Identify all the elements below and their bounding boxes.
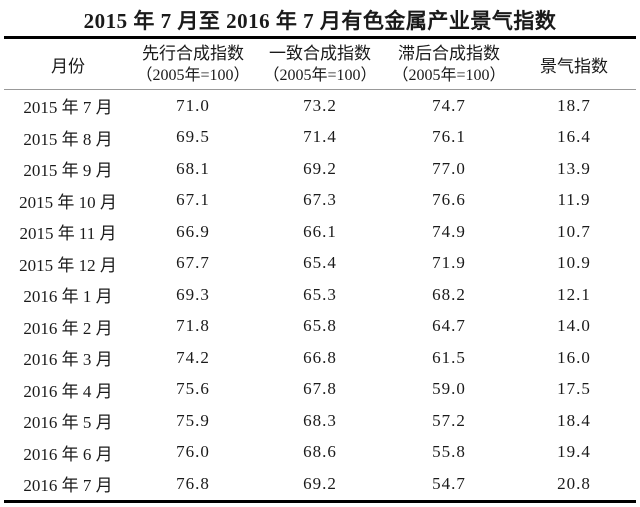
col-header-lagging-name: 滞后合成指数 [398,43,500,63]
prosperity-index-cell: 14.0 [557,316,591,336]
lagging-index-cell: 54.7 [432,473,466,493]
page-title: 2015 年 7 月至 2016 年 7 月有色金属产业景气指数 [83,9,557,33]
leading-index-cell: 67.1 [176,190,210,210]
coincident-index-cell: 68.3 [303,410,337,430]
title-rule [4,36,636,39]
leading-index-cell: 66.9 [176,221,210,241]
col-header-coincident-index: 一致合成指数 （2005年=100） [254,39,386,90]
table-body: 2015 年 7 月 71.0 73.2 74.7 18.7 2015 年 8 … [4,90,636,500]
table-row: 2015 年 12 月 67.7 65.4 71.9 10.9 [4,248,636,280]
coincident-index-cell: 69.2 [303,158,337,178]
coincident-index-cell: 65.4 [303,253,337,273]
month-cell: 2015 年 11 月 [19,224,117,244]
table-row: 2016 年 4 月 75.6 67.8 59.0 17.5 [4,374,636,406]
month-cell: 2015 年 9 月 [23,161,113,181]
month-cell: 2015 年 8 月 [23,129,113,149]
coincident-index-cell: 67.8 [303,379,337,399]
coincident-index-cell: 69.2 [303,473,337,493]
month-cell: 2016 年 1 月 [23,287,113,307]
table-row: 2015 年 7 月 71.0 73.2 74.7 18.7 [4,90,636,122]
coincident-index-cell: 66.1 [303,221,337,241]
month-cell: 2015 年 10 月 [19,192,117,212]
table-row: 2016 年 7 月 76.8 69.2 54.7 20.8 [4,468,636,500]
leading-index-cell: 67.7 [176,253,210,273]
leading-index-cell: 76.8 [176,473,210,493]
prosperity-index-cell: 16.0 [557,347,591,367]
prosperity-index-cell: 11.9 [557,190,591,210]
leading-index-cell: 75.9 [176,410,210,430]
leading-index-cell: 75.6 [176,379,210,399]
lagging-index-cell: 64.7 [432,316,466,336]
lagging-index-cell: 74.7 [432,95,466,115]
month-cell: 2016 年 5 月 [23,413,113,433]
coincident-index-cell: 73.2 [303,95,337,115]
col-header-lagging-index: 滞后合成指数 （2005年=100） [386,39,512,90]
prosperity-index-cell: 18.4 [557,410,591,430]
table-row: 2016 年 2 月 71.8 65.8 64.7 14.0 [4,311,636,343]
lagging-index-cell: 76.1 [432,127,466,147]
table-row: 2015 年 9 月 68.1 69.2 77.0 13.9 [4,153,636,185]
col-header-coincident-name: 一致合成指数 [269,43,371,63]
leading-index-cell: 68.1 [176,158,210,178]
prosperity-index-cell: 12.1 [557,284,591,304]
lagging-index-cell: 59.0 [432,379,466,399]
col-header-lagging-base: （2005年=100） [392,66,506,84]
col-header-leading-base: （2005年=100） [136,66,250,84]
leading-index-cell: 69.3 [176,284,210,304]
month-cell: 2015 年 7 月 [23,98,113,118]
prosperity-index-cell: 10.7 [557,221,591,241]
lagging-index-cell: 55.8 [432,442,466,462]
coincident-index-cell: 68.6 [303,442,337,462]
coincident-index-cell: 65.3 [303,284,337,304]
leading-index-cell: 74.2 [176,347,210,367]
table-row: 2016 年 1 月 69.3 65.3 68.2 12.1 [4,279,636,311]
lagging-index-cell: 68.2 [432,284,466,304]
lagging-index-cell: 77.0 [432,158,466,178]
prosperity-index-table: 月份 先行合成指数 （2005年=100） 一致合成指数 （2005年=100）… [4,39,636,500]
month-cell: 2016 年 7 月 [23,476,113,496]
col-header-prosperity-label: 景气指数 [540,56,608,76]
col-header-leading-name: 先行合成指数 [142,43,244,63]
lagging-index-cell: 71.9 [432,253,466,273]
leading-index-cell: 76.0 [176,442,210,462]
table-row: 2016 年 6 月 76.0 68.6 55.8 19.4 [4,437,636,469]
table-row: 2016 年 5 月 75.9 68.3 57.2 18.4 [4,405,636,437]
month-cell: 2015 年 12 月 [19,255,117,275]
coincident-index-cell: 65.8 [303,316,337,336]
month-cell: 2016 年 3 月 [23,350,113,370]
leading-index-cell: 71.0 [176,95,210,115]
table-row: 2015 年 8 月 69.5 71.4 76.1 16.4 [4,122,636,154]
col-header-leading-index: 先行合成指数 （2005年=100） [132,39,254,90]
header-row: 月份 先行合成指数 （2005年=100） 一致合成指数 （2005年=100）… [4,39,636,90]
coincident-index-cell: 66.8 [303,347,337,367]
prosperity-index-cell: 17.5 [557,379,591,399]
prosperity-index-cell: 20.8 [557,473,591,493]
col-header-month: 月份 [4,39,132,90]
lagging-index-cell: 61.5 [432,347,466,367]
lagging-index-cell: 57.2 [432,410,466,430]
leading-index-cell: 71.8 [176,316,210,336]
month-cell: 2016 年 2 月 [23,318,113,338]
bottom-rule [4,499,636,503]
prosperity-index-cell: 16.4 [557,127,591,147]
month-cell: 2016 年 6 月 [23,444,113,464]
lagging-index-cell: 74.9 [432,221,466,241]
col-header-month-label: 月份 [51,56,85,76]
lagging-index-cell: 76.6 [432,190,466,210]
coincident-index-cell: 71.4 [303,127,337,147]
leading-index-cell: 69.5 [176,127,210,147]
prosperity-index-cell: 18.7 [557,95,591,115]
table-row: 2016 年 3 月 74.2 66.8 61.5 16.0 [4,342,636,374]
prosperity-index-cell: 10.9 [557,253,591,273]
month-cell: 2016 年 4 月 [23,381,113,401]
coincident-index-cell: 67.3 [303,190,337,210]
table-header: 月份 先行合成指数 （2005年=100） 一致合成指数 （2005年=100）… [4,39,636,90]
prosperity-index-cell: 13.9 [557,158,591,178]
table-row: 2015 年 11 月 66.9 66.1 74.9 10.7 [4,216,636,248]
prosperity-index-cell: 19.4 [557,442,591,462]
col-header-prosperity: 景气指数 [512,39,636,90]
col-header-coincident-base: （2005年=100） [263,66,377,84]
table-row: 2015 年 10 月 67.1 67.3 76.6 11.9 [4,185,636,217]
